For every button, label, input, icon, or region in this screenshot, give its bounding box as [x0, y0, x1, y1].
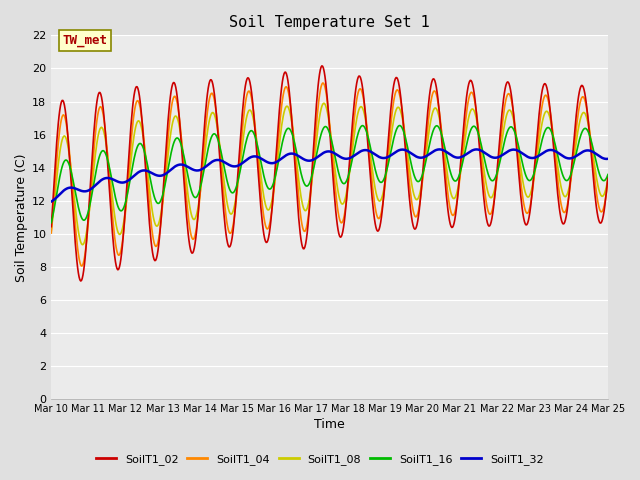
Line: SoilT1_04: SoilT1_04 [51, 83, 608, 266]
SoilT1_16 [431, 124, 438, 130]
Line: SoilT1_32: SoilT1_32 [51, 149, 608, 202]
SoilT1_02 [555, 198, 563, 204]
SoilT1_04 [604, 178, 612, 183]
SoilT1_32 [321, 149, 329, 155]
Line: SoilT1_02: SoilT1_02 [51, 66, 608, 281]
SoilT1_16 [375, 178, 383, 184]
SoilT1_16 [554, 153, 561, 158]
SoilT1_02 [47, 224, 55, 229]
SoilT1_02 [195, 210, 202, 216]
SoilT1_04 [555, 183, 563, 189]
SoilT1_16 [604, 172, 612, 178]
Legend: SoilT1_02, SoilT1_04, SoilT1_08, SoilT1_16, SoilT1_32: SoilT1_02, SoilT1_04, SoilT1_08, SoilT1_… [92, 450, 548, 469]
SoilT1_16 [193, 193, 201, 199]
SoilT1_08 [432, 105, 440, 111]
SoilT1_04 [319, 80, 326, 86]
SoilT1_16 [396, 123, 404, 129]
SoilT1_08 [377, 197, 385, 203]
X-axis label: Time: Time [314, 419, 345, 432]
SoilT1_32 [193, 168, 201, 173]
SoilT1_08 [47, 228, 55, 234]
SoilT1_04 [47, 230, 55, 236]
SoilT1_08 [604, 176, 612, 181]
SoilT1_02 [323, 87, 330, 93]
Y-axis label: Soil Temperature (C): Soil Temperature (C) [15, 153, 28, 282]
SoilT1_04 [77, 263, 85, 269]
SoilT1_32 [604, 156, 612, 162]
SoilT1_32 [170, 165, 177, 170]
SoilT1_32 [554, 150, 561, 156]
SoilT1_16 [47, 220, 55, 226]
SoilT1_02 [604, 173, 612, 179]
SoilT1_02 [77, 278, 84, 284]
SoilT1_32 [375, 154, 383, 160]
SoilT1_02 [432, 80, 440, 86]
Line: SoilT1_08: SoilT1_08 [51, 103, 608, 245]
SoilT1_04 [377, 212, 385, 218]
SoilT1_02 [170, 80, 178, 85]
SoilT1_08 [78, 242, 86, 248]
SoilT1_04 [170, 94, 178, 99]
SoilT1_02 [318, 63, 326, 69]
SoilT1_04 [323, 93, 330, 98]
Title: Soil Temperature Set 1: Soil Temperature Set 1 [229, 15, 430, 30]
SoilT1_08 [555, 169, 563, 175]
SoilT1_04 [195, 211, 202, 217]
SoilT1_08 [170, 115, 178, 120]
SoilT1_16 [170, 141, 177, 147]
SoilT1_08 [321, 100, 328, 106]
Line: SoilT1_16: SoilT1_16 [51, 126, 608, 223]
SoilT1_08 [323, 106, 330, 111]
SoilT1_32 [436, 146, 444, 152]
SoilT1_02 [377, 220, 385, 226]
SoilT1_08 [195, 204, 202, 210]
SoilT1_04 [432, 89, 440, 95]
Text: TW_met: TW_met [63, 34, 108, 47]
SoilT1_32 [47, 199, 55, 204]
SoilT1_16 [321, 124, 329, 130]
SoilT1_32 [430, 148, 438, 154]
